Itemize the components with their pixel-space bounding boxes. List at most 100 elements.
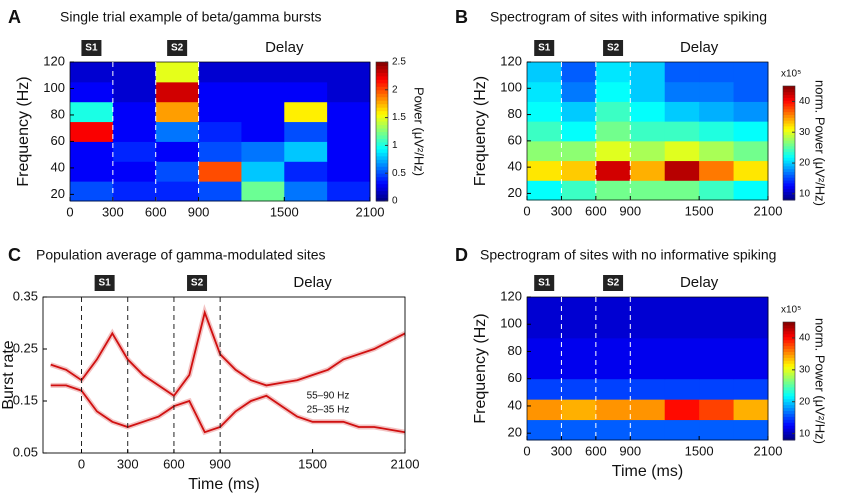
heatmap-cell [699,81,735,102]
heatmap-cell [241,62,285,83]
heatmap-cell [198,181,242,202]
colorbar-segment [783,162,795,167]
heatmap-cell [630,337,666,359]
heatmap-cell [284,62,328,83]
epoch-badge [167,40,188,56]
heatmap-cell [561,62,597,83]
x-tick-label: 900 [209,456,231,471]
colorbar-segment [783,422,795,426]
epoch-badge [603,275,624,291]
heatmap-cell [699,180,735,201]
x-tick-label: 900 [188,204,210,219]
colorbar-segment [783,143,795,147]
heatmap-cell [527,160,562,181]
heatmap-cell [112,181,157,202]
heatmap-cell [70,161,114,182]
y-tick-label: 40 [508,397,522,412]
y-tick-label: 0.25 [13,340,38,355]
axes-frame [69,61,371,202]
colorbar-segment [783,120,795,124]
colorbar-segment [783,395,795,400]
colorbar-segment [783,128,795,133]
heatmap-cell [630,160,666,181]
heatmap-cell [527,317,562,339]
heatmap-cell [527,358,562,380]
colorbar-segment [376,100,388,105]
colorbar-segment [783,401,795,406]
epoch-label: Delay [293,274,332,291]
heatmap-cell [630,101,666,122]
heatmap-cell [112,161,157,182]
colorbar-segment [783,111,795,115]
epoch-label: Delay [265,39,304,56]
heatmap-cell [155,141,200,162]
colorbar-segment [783,108,795,113]
series-band [49,304,407,400]
panel-title: Single trial example of beta/gamma burst… [60,9,321,25]
x-tick-label: 0 [78,456,85,471]
colorbar-multiplier: x10⁵ [781,305,801,316]
series-line [50,384,406,434]
colorbar-segment [783,180,795,184]
colorbar-tick-label: 20 [799,396,811,407]
y-tick-label: 60 [51,133,65,148]
y-tick-label: 0.15 [13,392,38,407]
colorbar-segment [783,437,795,441]
colorbar-segment [783,378,795,382]
heatmap-cell [733,121,769,142]
heatmap-cell [699,358,735,380]
heatmap-cell [112,101,157,123]
heatmap-cell [595,317,631,339]
epoch-badge [81,40,102,56]
heatmap-cell [561,180,597,201]
epoch-label: S1 [538,278,551,289]
heatmap-cell [630,399,666,421]
heatmap-cell [284,121,328,142]
x-tick-label: 0 [523,443,530,458]
heatmap-cell [733,62,769,83]
heatmap-cell [699,317,735,339]
series-line [50,309,406,398]
heatmap-cell [630,62,666,83]
colorbar-segment [783,410,795,414]
heatmap-cell [561,419,597,441]
heatmap-cell [241,181,285,202]
heatmap-cell [70,101,114,123]
colorbar-segment [376,103,388,108]
colorbar-segment [783,188,795,192]
y-tick-label: 0.05 [13,444,38,459]
heatmap-cell [733,297,769,318]
heatmap-cell [198,141,242,162]
colorbar-segment [783,386,795,391]
heatmap-cell [327,81,371,103]
panel-letter: D [455,245,468,265]
heatmap-cell [70,81,114,103]
colorbar-segment [783,197,795,201]
heatmap-cell [699,297,735,318]
y-tick-label: 100 [500,316,522,331]
colorbar-segment [376,190,388,195]
colorbar-segment [783,191,795,195]
heatmap-cell [112,121,157,142]
heatmap-cell [699,160,735,181]
colorbar-frame [782,85,796,201]
colorbar-tick-label: 10 [799,188,811,199]
colorbar-segment [376,197,388,202]
colorbar-segment [376,86,388,91]
heatmap-cell [630,180,666,201]
heatmap-cell [664,317,700,339]
colorbar-segment [376,152,388,157]
epoch-label: S2 [171,43,184,54]
colorbar-segment [783,174,795,178]
heatmap-cell [664,358,700,380]
colorbar-segment [376,159,388,164]
heatmap-cell [241,141,285,162]
x-tick-label: 2100 [391,456,420,471]
x-axis-label: Time (ms) [612,463,683,480]
heatmap-cell [733,140,769,162]
epoch-badge [534,40,555,56]
colorbar-segment [376,121,388,126]
colorbar-multiplier: x10⁵ [781,69,801,80]
epoch-label: S1 [85,43,98,54]
